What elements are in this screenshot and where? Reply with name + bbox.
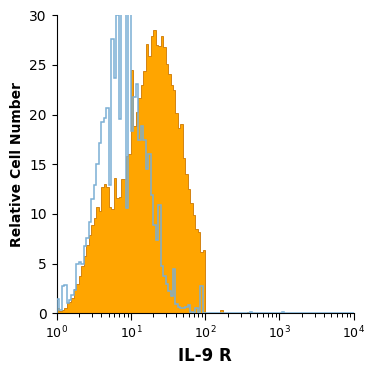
Y-axis label: Relative Cell Number: Relative Cell Number (10, 82, 24, 247)
X-axis label: IL-9 R: IL-9 R (178, 347, 232, 365)
